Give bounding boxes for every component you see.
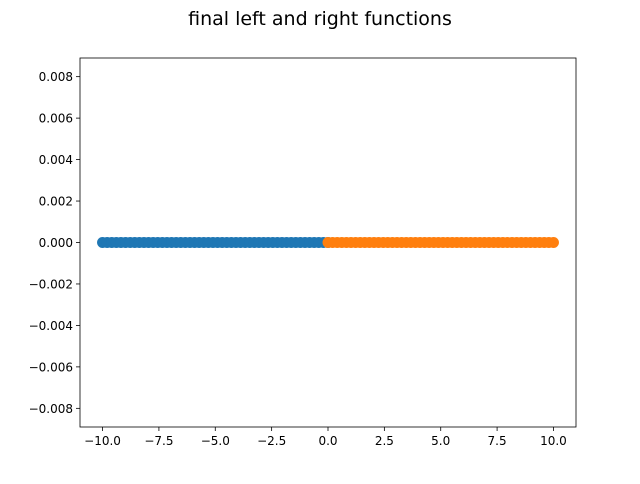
y-tick-label: −0.006 — [29, 360, 73, 374]
x-tick-label: −5.0 — [201, 434, 230, 448]
x-axis: −10.0 −7.5 −5.0 −2.5 0.0 2.5 5.0 7.5 10.0 — [84, 427, 567, 448]
y-tick-label: 0.008 — [39, 70, 73, 84]
y-tick-label: −0.002 — [29, 277, 73, 291]
y-axis: −0.008 −0.006 −0.004 −0.002 0.000 0.002 0.004 0… — [29, 70, 80, 416]
x-tick-label: 2.5 — [375, 434, 394, 448]
y-tick-label: −0.004 — [29, 319, 73, 333]
y-tick-label: 0.002 — [39, 195, 73, 209]
points-layer — [97, 237, 559, 248]
series-2-point — [547, 237, 559, 248]
y-tick-label: 0.000 — [39, 236, 73, 250]
x-tick-label: −7.5 — [144, 434, 173, 448]
x-tick-label: 7.5 — [488, 434, 507, 448]
x-tick-label: 10.0 — [540, 434, 567, 448]
x-tick-label: −2.5 — [257, 434, 286, 448]
chart-title: final left and right functions — [188, 8, 452, 30]
x-tick-label: 5.0 — [431, 434, 450, 448]
x-tick-label: −10.0 — [84, 434, 121, 448]
y-tick-label: 0.004 — [39, 153, 73, 167]
y-tick-label: 0.006 — [39, 112, 73, 126]
y-tick-label: −0.008 — [29, 402, 73, 416]
x-tick-label: 0.0 — [318, 434, 337, 448]
